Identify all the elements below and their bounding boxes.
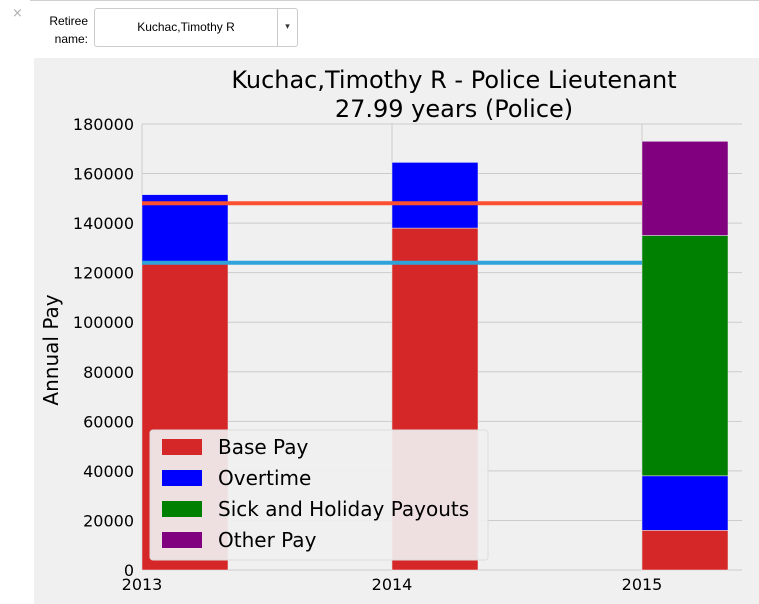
retiree-select-value: Kuchac,Timothy R (137, 20, 235, 34)
bar-segment (141, 194, 229, 264)
x-axis: 2013 2014 2015 (122, 575, 663, 594)
retiree-name-label-text: Retiree name: (49, 14, 88, 46)
y-tick-label: 100000 (73, 313, 134, 332)
top-divider (30, 0, 759, 1)
y-tick-label: 140000 (73, 214, 134, 233)
y-tick-label: 120000 (73, 264, 134, 283)
y-axis-label: Annual Pay (39, 294, 63, 405)
chart-title: Kuchac,Timothy R - Police Lieutenant (231, 66, 676, 94)
y-tick-label: 80000 (83, 363, 134, 382)
y-tick-label: 0 (124, 561, 134, 580)
x-tick-label: 2013 (122, 575, 163, 594)
y-tick-label: 20000 (83, 511, 134, 530)
reference-lines (142, 201, 642, 265)
chart-legend: Base Pay Overtime Sick and Holiday Payouts… (149, 429, 489, 561)
legend-swatch (162, 439, 202, 455)
x-tick-label: 2014 (372, 575, 413, 594)
y-tick-label: 180000 (73, 115, 134, 134)
bar-segment (641, 475, 729, 531)
bar-segment (391, 162, 479, 229)
x-tick-label: 2015 (622, 575, 663, 594)
legend-label: Other Pay (218, 528, 317, 552)
legend-label: Sick and Holiday Payouts (218, 497, 469, 521)
legend-box (149, 429, 489, 561)
legend-swatch (162, 532, 202, 548)
close-icon[interactable]: × (12, 6, 23, 21)
bar-segment (641, 235, 729, 477)
bar-segment (641, 530, 729, 571)
y-axis: 0 20000 40000 60000 80000 100000 120000 140000 1… (73, 115, 134, 580)
bar-segment (641, 141, 729, 236)
legend-swatch (162, 470, 202, 486)
legend-swatch (162, 501, 202, 517)
retiree-name-label: Retiree name: (46, 12, 88, 48)
retiree-select[interactable]: Kuchac,Timothy R ▾ (94, 8, 298, 47)
y-tick-label: 160000 (73, 165, 134, 184)
y-tick-label: 40000 (83, 462, 134, 481)
chevron-down-icon[interactable]: ▾ (285, 22, 290, 32)
legend-label: Base Pay (218, 435, 308, 459)
legend-label: Overtime (218, 466, 311, 490)
select-divider (277, 9, 278, 46)
chart-subtitle: 27.99 years (Police) (335, 95, 573, 123)
y-tick-label: 60000 (83, 412, 134, 431)
